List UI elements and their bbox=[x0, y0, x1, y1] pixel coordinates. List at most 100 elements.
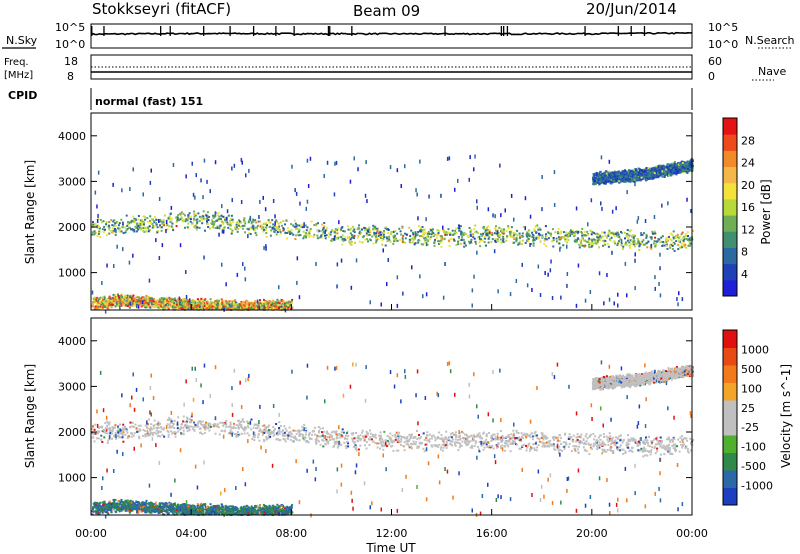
rti-cell bbox=[691, 229, 694, 232]
rti-cell bbox=[330, 239, 333, 242]
rti-cell bbox=[586, 241, 589, 244]
rti-cell-sparse bbox=[263, 246, 265, 250]
rti-cell bbox=[510, 226, 513, 229]
rti-cell bbox=[486, 228, 489, 231]
rti-cell-sparse bbox=[389, 165, 392, 170]
rti-cell bbox=[145, 302, 148, 305]
nsearch-tick-bottom: 10^0 bbox=[708, 38, 738, 51]
rti-cell bbox=[639, 169, 641, 171]
rti-cell bbox=[135, 301, 138, 304]
rti-cell bbox=[304, 224, 307, 227]
rti-cell bbox=[349, 238, 352, 241]
rti-cell bbox=[102, 303, 105, 306]
rti-cell bbox=[421, 243, 424, 246]
rti-cell-sparse bbox=[382, 248, 384, 253]
rti-cell bbox=[671, 244, 674, 247]
rti-cell bbox=[486, 231, 489, 234]
rti-cell bbox=[189, 302, 192, 305]
rti-cell bbox=[682, 239, 685, 242]
rti-cell bbox=[682, 241, 685, 244]
rti-cell bbox=[108, 296, 111, 299]
rti-cell bbox=[182, 299, 185, 302]
rti-cell bbox=[536, 224, 539, 227]
rti-cell bbox=[285, 307, 288, 310]
rti-cell bbox=[389, 240, 392, 243]
rti-cell bbox=[634, 180, 637, 183]
rti-cell bbox=[392, 242, 395, 245]
rti-cell bbox=[601, 173, 604, 175]
rti-cell bbox=[618, 172, 621, 175]
rti-cell bbox=[129, 304, 132, 307]
rti-cell bbox=[200, 300, 203, 302]
rti-cell bbox=[265, 232, 268, 234]
rti-cell bbox=[98, 225, 100, 228]
rti-cell bbox=[229, 228, 232, 230]
rti-cell bbox=[286, 232, 289, 234]
rti-cell bbox=[236, 221, 239, 224]
rti-cell bbox=[494, 239, 497, 242]
rti-cell bbox=[485, 226, 488, 229]
rti-cell bbox=[247, 306, 250, 309]
rti-cell-sparse bbox=[256, 299, 259, 304]
rti-cell bbox=[149, 306, 152, 309]
rti-cell bbox=[497, 240, 500, 243]
rti-cell bbox=[611, 232, 614, 235]
rti-cell bbox=[162, 308, 164, 311]
rti-cell bbox=[583, 244, 586, 247]
rti-cell bbox=[447, 239, 450, 242]
rti-cell bbox=[632, 180, 635, 183]
rti-cell bbox=[161, 297, 164, 300]
rti-cell bbox=[581, 227, 584, 230]
rti-cell bbox=[117, 301, 120, 304]
rti-cell bbox=[315, 224, 318, 227]
rti-cell bbox=[503, 228, 506, 231]
rti-cell bbox=[468, 242, 471, 245]
rti-cell bbox=[644, 179, 647, 182]
rti-cell bbox=[137, 299, 140, 302]
rti-cell bbox=[91, 231, 94, 234]
rti-cell bbox=[597, 178, 600, 181]
rti-cell bbox=[510, 229, 513, 232]
rti-cell bbox=[671, 170, 674, 173]
rti-cell-sparse bbox=[296, 280, 298, 285]
rti-cell bbox=[646, 246, 649, 249]
rti-cell-sparse bbox=[553, 203, 556, 207]
rti-cell bbox=[376, 230, 379, 233]
rti-cell bbox=[604, 240, 607, 242]
rti-cell bbox=[181, 303, 184, 306]
rti-cell bbox=[348, 242, 351, 245]
rti-cell bbox=[220, 220, 223, 223]
rti-cell bbox=[479, 245, 482, 248]
rti-cell bbox=[566, 236, 569, 239]
rti-cell bbox=[313, 233, 316, 236]
rti-cell bbox=[93, 305, 96, 308]
rti-cell bbox=[262, 307, 265, 310]
rti-cell bbox=[519, 240, 522, 243]
rti-cell bbox=[378, 235, 380, 238]
rti-cell-sparse bbox=[559, 247, 561, 252]
rti-cell bbox=[126, 294, 129, 297]
rti-cell bbox=[600, 180, 603, 183]
rti-cell bbox=[367, 233, 370, 236]
rti-cell bbox=[636, 238, 639, 240]
rti-cell bbox=[120, 230, 123, 233]
rti-cell bbox=[171, 303, 174, 306]
rti-cell bbox=[383, 232, 385, 235]
rti-cell-sparse bbox=[644, 219, 647, 223]
rti-cell bbox=[364, 227, 367, 230]
rti-cell bbox=[592, 238, 595, 241]
rti-cell bbox=[253, 229, 256, 232]
rti-cell-sparse bbox=[640, 232, 642, 236]
rti-cell bbox=[571, 233, 573, 236]
rti-cell bbox=[655, 243, 657, 246]
rti-cell bbox=[451, 229, 454, 232]
rti-cell bbox=[250, 301, 253, 304]
rti-cell bbox=[643, 170, 646, 173]
rti-cell bbox=[596, 241, 599, 243]
rti-cell bbox=[531, 236, 534, 239]
rti-cell bbox=[110, 305, 113, 308]
rti-cell bbox=[621, 180, 624, 183]
rti-cell bbox=[223, 226, 226, 229]
rti-cell bbox=[208, 216, 211, 218]
rti-cell bbox=[112, 220, 115, 223]
